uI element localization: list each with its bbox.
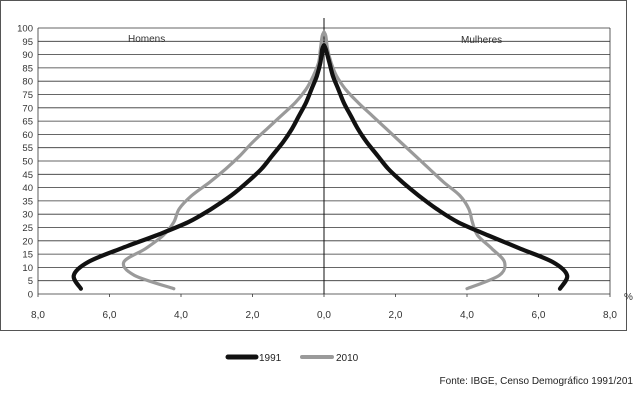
- y-tick-label: 50: [22, 157, 33, 168]
- series-lines: [71, 30, 570, 291]
- series-2010-men-line: [121, 30, 326, 291]
- x-tick-label: 2,0: [246, 310, 260, 321]
- y-tick-label: 65: [22, 117, 33, 128]
- y-tick-label: 25: [22, 223, 33, 234]
- tick-labels: 0 5 10 15 20 25 30 35 40 45 50 55 60 65 70 75 80 85 90 95 10…: [17, 24, 617, 322]
- y-tick-label: 90: [22, 50, 33, 61]
- axes: [37, 18, 611, 297]
- y-tick-label: 40: [22, 183, 33, 194]
- y-tick-label: 60: [22, 130, 33, 141]
- y-tick-label: 85: [22, 63, 33, 74]
- left-panel-label: Homens: [128, 34, 165, 45]
- x-tick-label: 4,0: [174, 310, 188, 321]
- x-tick-label: 8,0: [31, 310, 45, 321]
- legend-label-1991: 1991: [259, 353, 282, 364]
- x-tick-label: 6,0: [103, 310, 117, 321]
- x-tick-label: 2,0: [389, 310, 403, 321]
- y-tick-label: 95: [22, 37, 33, 48]
- y-tick-label: 0: [28, 290, 33, 301]
- x-tick-label: 6,0: [532, 310, 546, 321]
- x-unit-label: %: [624, 292, 633, 303]
- x-tick-label: 4,0: [460, 310, 474, 321]
- y-tick-label: 70: [22, 103, 33, 114]
- x-tick-label: 8,0: [603, 310, 617, 321]
- right-panel-label: Mulheres: [461, 35, 502, 46]
- legend: 1991 2010: [225, 353, 359, 364]
- x-tick-label: 0,0: [317, 310, 331, 321]
- y-tick-label: 20: [22, 236, 33, 247]
- series-1991-men-line: [71, 43, 327, 291]
- y-tick-label: 55: [22, 143, 33, 154]
- y-tick-label: 30: [22, 210, 33, 221]
- y-tick-label: 45: [22, 170, 33, 181]
- series-1991-women-line: [321, 43, 570, 291]
- source-note: Fonte: IBGE, Censo Demográfico 1991/201: [440, 376, 634, 387]
- y-tick-label: 80: [22, 77, 33, 88]
- chart-frame: [0, 0, 627, 331]
- y-tick-label: 35: [22, 196, 33, 207]
- y-tick-label: 100: [17, 24, 33, 35]
- y-tick-label: 10: [22, 263, 33, 274]
- y-tick-label: 5: [28, 276, 33, 287]
- legend-label-2010: 2010: [336, 353, 359, 364]
- y-tick-label: 15: [22, 250, 33, 261]
- y-tick-label: 75: [22, 90, 33, 101]
